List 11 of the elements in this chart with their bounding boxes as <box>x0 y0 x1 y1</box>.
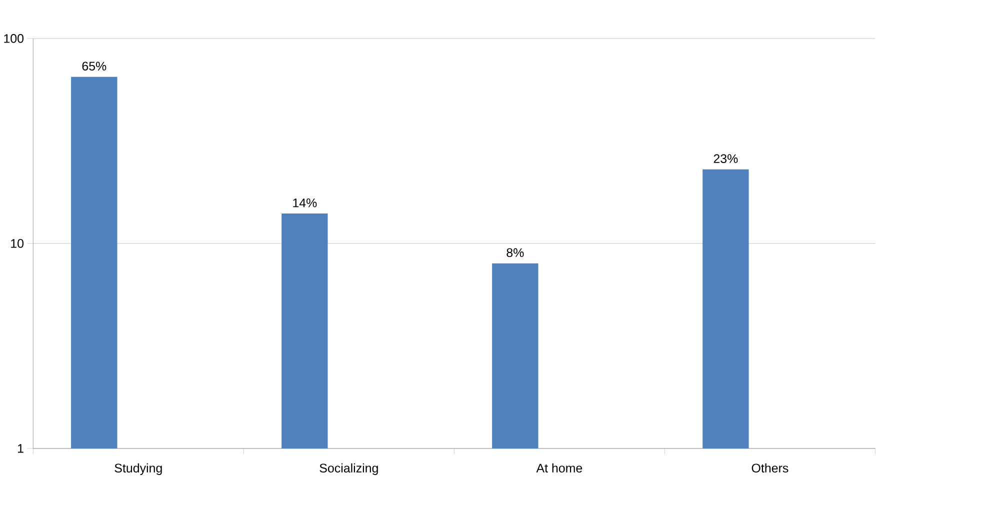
x-tick-label: Studying <box>114 463 162 476</box>
data-label: 65% <box>82 62 106 71</box>
x-tick-label: At home <box>536 463 582 473</box>
x-tick-label: Socializing <box>320 463 378 476</box>
data-label: 14% <box>293 198 317 208</box>
data-label: 8% <box>506 248 524 258</box>
y-tick-label: 100 <box>4 34 24 43</box>
y-tick-label: 10 <box>11 239 24 248</box>
data-label: 23% <box>714 154 738 164</box>
x-tick-label: Others <box>752 463 788 473</box>
y-tick-label: 1 <box>18 444 24 453</box>
